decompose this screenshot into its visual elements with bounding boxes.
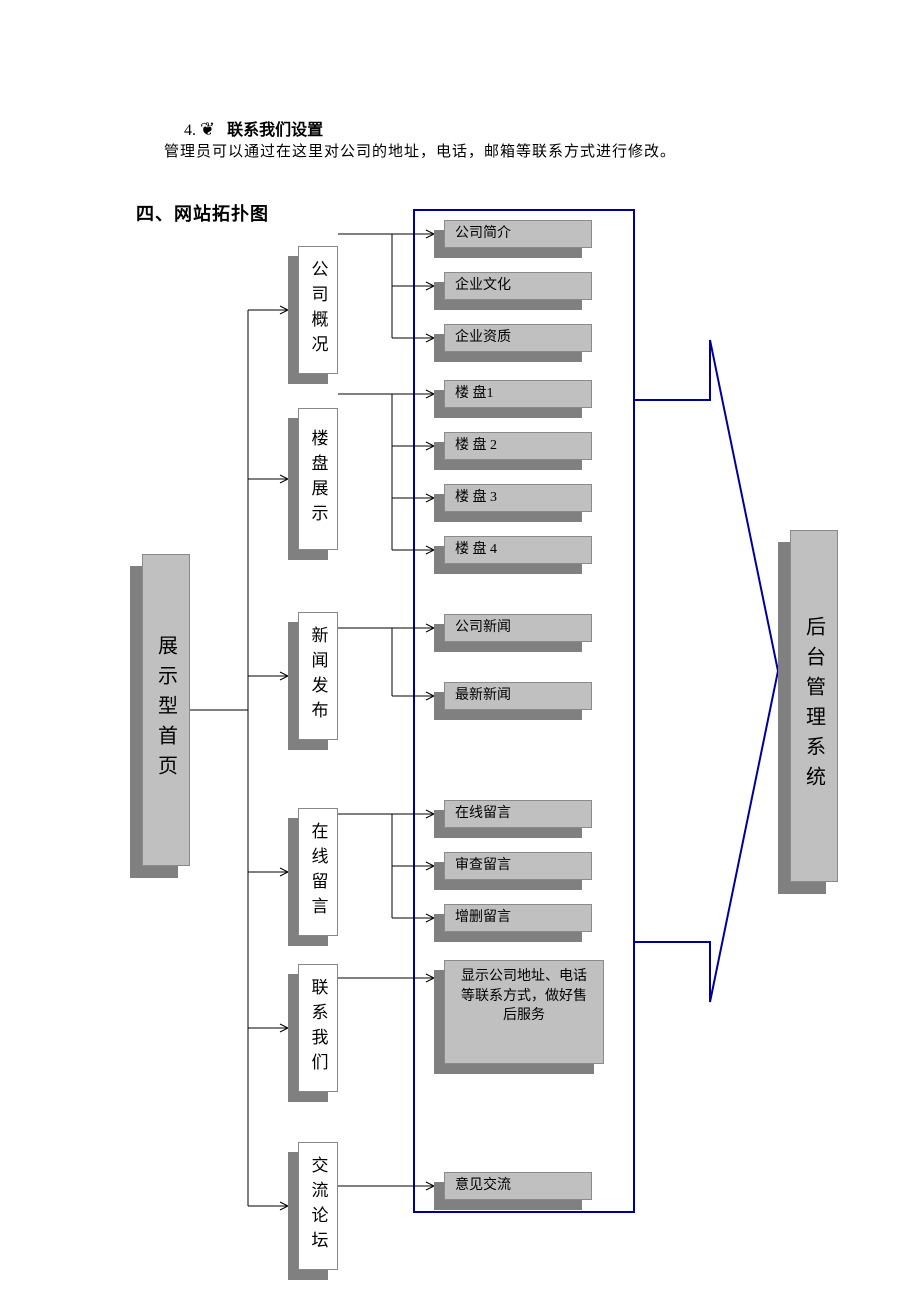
heading-title: 联系我们设置 [227,122,323,139]
block-face: 楼 盘 4 [444,536,592,564]
mid-node: 公司概况 [288,246,338,384]
block-bevel [434,710,582,720]
leaf-node: 增删留言 [434,904,592,942]
block-face: 公司简介 [444,220,592,248]
block-bevel [434,880,582,890]
leaf-node: 楼 盘 2 [434,432,592,470]
block-bevel [288,418,298,560]
block-face: 显示公司地址、电话等联系方式，做好售后服务 [444,960,604,1064]
block-bevel [288,622,298,750]
leaf-node: 在线留言 [434,800,592,838]
mid-node: 联系我们 [288,964,338,1102]
block-bevel [288,1270,328,1280]
block-face: 楼盘展示 [298,408,338,550]
leaf-node: 楼 盘1 [434,380,592,418]
block-face: 意见交流 [444,1172,592,1200]
leaf-node: 楼 盘 3 [434,484,592,522]
block-face: 展示型首页 [142,554,190,866]
heading-row: 4. ❦ 联系我们设置 [184,116,323,140]
block-face: 最新新闻 [444,682,592,710]
leaf-node: 显示公司地址、电话等联系方式，做好售后服务 [434,960,604,1074]
heading-ornament-icon: ❦ [200,119,215,139]
block-face: 后台管理系统 [790,530,838,882]
block-bevel [434,300,582,310]
block-face: 审查留言 [444,852,592,880]
block-bevel [434,248,582,258]
block-face: 增删留言 [444,904,592,932]
block-bevel [288,936,328,946]
block-bevel [434,1064,594,1074]
block-face: 新闻发布 [298,612,338,740]
mid-node: 在线留言 [288,808,338,946]
mid-node: 交流论坛 [288,1142,338,1280]
heading-number: 4. [184,122,196,139]
leaf-node: 最新新闻 [434,682,592,720]
block-face: 公司概况 [298,246,338,374]
block-bevel [288,818,298,946]
section-title: 四、网站拓扑图 [136,200,269,226]
leaf-node: 公司简介 [434,220,592,258]
block-bevel [434,564,582,574]
block-bevel [130,866,178,878]
block-bevel [288,256,298,384]
block-bevel [130,566,142,878]
block-bevel [288,550,328,560]
mid-node: 新闻发布 [288,612,338,750]
heading-body: 管理员可以通过在这里对公司的地址，电话，邮箱等联系方式进行修改。 [164,140,676,161]
block-bevel [778,882,826,894]
block-face: 楼 盘1 [444,380,592,408]
block-face: 公司新闻 [444,614,592,642]
leaf-node: 企业资质 [434,324,592,362]
leaf-node: 公司新闻 [434,614,592,652]
leaf-node: 意见交流 [434,1172,592,1210]
block-face: 在线留言 [298,808,338,936]
block-bevel [288,1092,328,1102]
block-face: 交流论坛 [298,1142,338,1270]
block-face: 楼 盘 3 [444,484,592,512]
block-bevel [434,932,582,942]
block-face: 楼 盘 2 [444,432,592,460]
block-bevel [434,828,582,838]
block-face: 企业文化 [444,272,592,300]
block-bevel [288,374,328,384]
leaf-node: 审查留言 [434,852,592,890]
mid-node: 楼盘展示 [288,408,338,560]
leaf-node: 企业文化 [434,272,592,310]
block-face: 企业资质 [444,324,592,352]
block-bevel [434,970,444,1074]
block-face: 联系我们 [298,964,338,1092]
leaf-node: 楼 盘 4 [434,536,592,574]
block-bevel [434,460,582,470]
block-bevel [288,974,298,1102]
page-root: 4. ❦ 联系我们设置 管理员可以通过在这里对公司的地址，电话，邮箱等联系方式进… [0,0,920,1302]
block-bevel [288,740,328,750]
block-bevel [778,542,790,894]
block-bevel [434,642,582,652]
block-bevel [288,1152,298,1280]
block-bevel [434,1200,582,1210]
block-bevel [434,352,582,362]
root-node: 展示型首页 [130,554,190,878]
block-bevel [434,408,582,418]
target-node: 后台管理系统 [778,530,838,894]
block-face: 在线留言 [444,800,592,828]
block-bevel [434,512,582,522]
